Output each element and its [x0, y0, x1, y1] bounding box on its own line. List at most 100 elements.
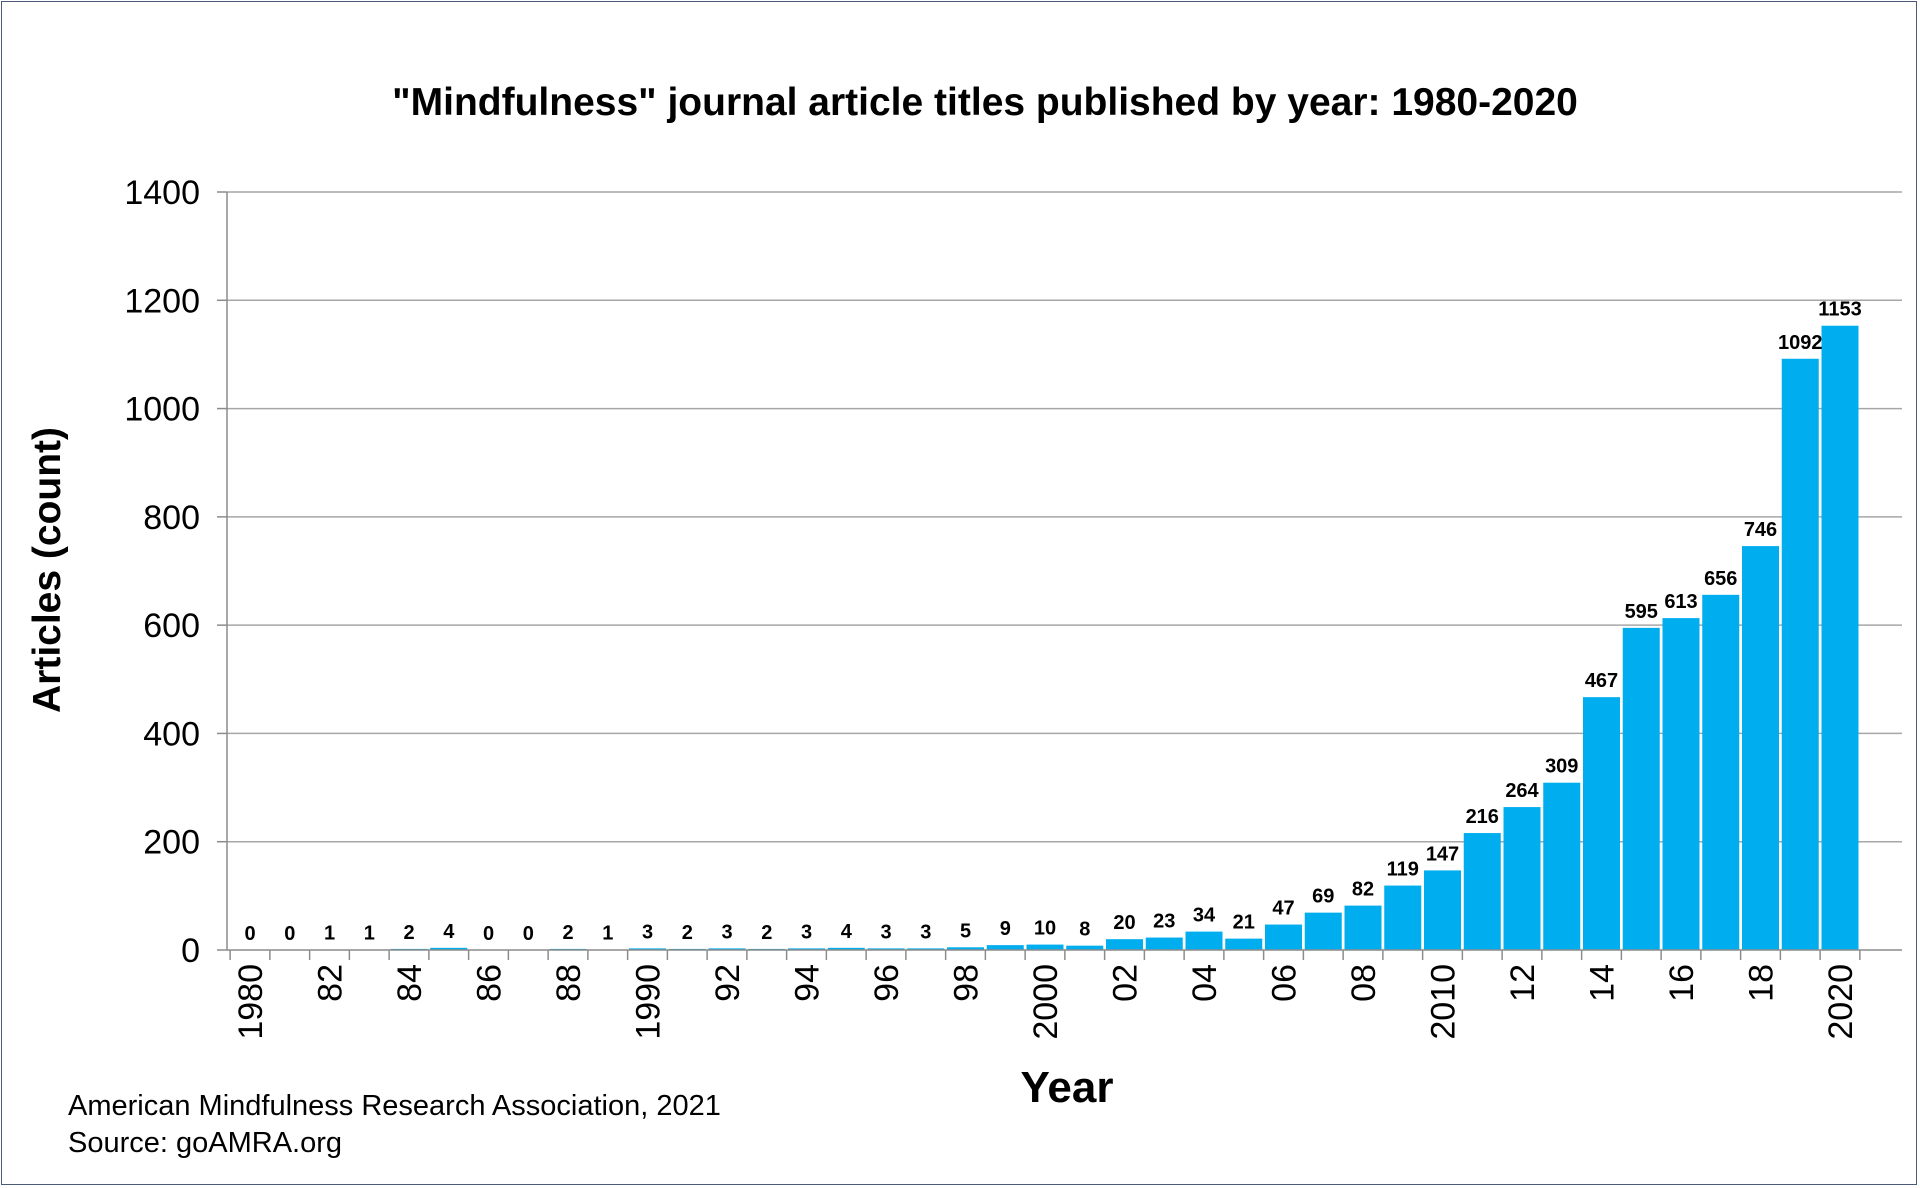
data-label: 147	[1426, 843, 1459, 865]
data-label: 0	[244, 923, 255, 945]
data-label: 34	[1193, 905, 1216, 927]
bar	[629, 948, 666, 950]
bar	[986, 945, 1024, 950]
data-label: 5	[960, 920, 971, 942]
data-label: 69	[1312, 886, 1334, 908]
data-label: 309	[1545, 756, 1578, 778]
x-tick-label: 04	[1186, 964, 1224, 1002]
y-tick-label: 1000	[124, 391, 200, 429]
bar	[1583, 697, 1620, 950]
x-tick-label: 1990	[630, 964, 668, 1040]
footer-source: Source: goAMRA.org	[68, 1127, 343, 1159]
data-label: 1	[364, 922, 375, 944]
x-tick-label: 2010	[1425, 964, 1463, 1040]
data-label: 4	[443, 921, 455, 943]
bar	[907, 948, 945, 950]
data-label: 0	[523, 923, 534, 945]
bar	[1185, 931, 1223, 950]
bar	[1384, 885, 1422, 950]
footer-attribution: American Mindfulness Research Associatio…	[68, 1090, 721, 1122]
y-tick-label: 1200	[124, 282, 200, 320]
data-label: 1	[324, 922, 335, 944]
data-label: 656	[1704, 568, 1737, 590]
x-tick-label: 16	[1663, 964, 1701, 1002]
bars	[311, 325, 1859, 950]
bar	[867, 948, 905, 950]
data-label: 21	[1233, 912, 1255, 934]
y-tick-label: 1400	[124, 174, 200, 212]
data-label: 1	[602, 922, 613, 944]
data-label: 216	[1466, 806, 1499, 828]
x-tick-label: 2000	[1027, 964, 1065, 1040]
bar	[1424, 870, 1461, 950]
data-label: 9	[1000, 918, 1011, 940]
data-label: 47	[1272, 898, 1294, 920]
data-label: 8	[1079, 919, 1090, 941]
data-label: 0	[483, 923, 494, 945]
data-label: 2	[403, 922, 414, 944]
x-tick-label: 06	[1266, 964, 1304, 1002]
y-axis-ticks: 0 200 400 600 800 1000 1200 1400	[124, 174, 227, 970]
data-label: 467	[1585, 670, 1618, 692]
y-axis-label: Articles (count)	[26, 427, 69, 713]
x-tick-label: 88	[550, 964, 588, 1002]
bar	[1821, 325, 1859, 950]
data-label: 4	[841, 921, 853, 943]
bar	[1622, 627, 1660, 950]
data-label: 3	[721, 921, 732, 943]
data-label: 264	[1505, 780, 1539, 802]
y-tick-label: 0	[181, 932, 200, 970]
bar	[1543, 782, 1581, 950]
bar	[1503, 807, 1541, 950]
x-tick-label: 96	[868, 964, 906, 1002]
bar	[1781, 358, 1819, 950]
bar	[1026, 944, 1064, 950]
bar	[1145, 937, 1183, 950]
bar	[1742, 546, 1779, 950]
bar	[1106, 939, 1143, 950]
bar	[708, 948, 746, 950]
data-label: 2	[761, 922, 772, 944]
data-label: 2	[682, 922, 693, 944]
x-tick-label: 86	[471, 964, 509, 1002]
data-label: 1092	[1778, 332, 1823, 354]
bar	[1066, 945, 1104, 950]
data-label: 2	[562, 922, 573, 944]
x-tick-label: 14	[1584, 964, 1622, 1002]
data-label: 3	[880, 921, 891, 943]
bar	[1702, 594, 1740, 950]
bar	[788, 948, 825, 950]
y-tick-label: 800	[143, 499, 200, 537]
bar	[827, 947, 865, 950]
x-tick-label: 98	[948, 964, 986, 1002]
data-label: 0	[284, 923, 295, 945]
x-tick-label: 02	[1107, 964, 1145, 1002]
x-axis-label: Year	[1021, 1063, 1114, 1112]
y-tick-label: 600	[143, 607, 200, 645]
data-label: 23	[1153, 911, 1175, 933]
bar	[1344, 905, 1382, 950]
data-label: 1153	[1818, 299, 1861, 321]
data-label: 10	[1034, 918, 1056, 940]
x-tick-label: 12	[1504, 964, 1542, 1002]
x-tick-label: 84	[391, 964, 429, 1002]
data-label: 82	[1352, 879, 1374, 901]
x-tick-label: 08	[1345, 964, 1383, 1002]
x-axis-ticks: 1980 82 84 86 88 1990 92 94 96 98 2000 02 04 06 08 2010…	[229, 950, 1861, 1040]
x-tick-label: 82	[312, 964, 350, 1002]
data-label: 746	[1744, 519, 1777, 541]
y-tick-label: 400	[143, 715, 200, 753]
x-tick-label: 92	[709, 964, 747, 1002]
x-tick-label: 1980	[232, 964, 270, 1040]
x-tick-label: 94	[789, 964, 827, 1002]
y-tick-label: 200	[143, 824, 200, 862]
data-label: 595	[1625, 601, 1658, 623]
bar	[1304, 912, 1342, 950]
bar	[1662, 618, 1700, 950]
bar	[430, 947, 468, 950]
bar	[1265, 924, 1302, 950]
data-label: 3	[801, 921, 812, 943]
data-label: 3	[920, 921, 931, 943]
